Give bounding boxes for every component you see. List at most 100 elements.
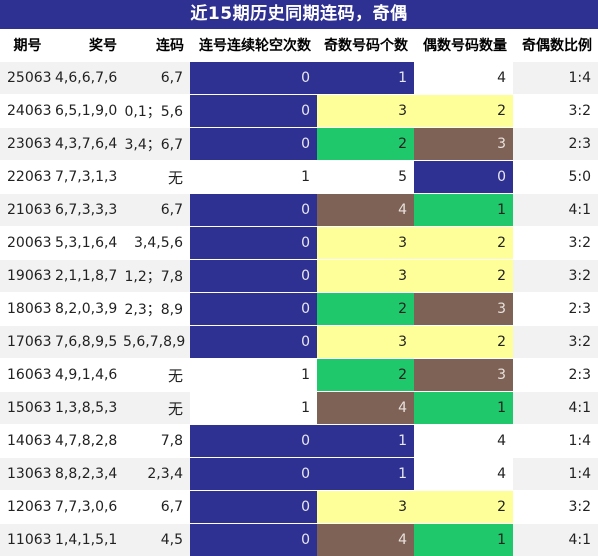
- cell-lianma: 无: [123, 161, 190, 194]
- cell-lianma: 4,5: [123, 524, 190, 556]
- cell-even-count: 2: [414, 260, 513, 293]
- cell-issue: 21063: [0, 194, 55, 227]
- cell-even-count: 1: [414, 392, 513, 425]
- cell-ratio: 1:4: [513, 62, 598, 95]
- cell-gap-count: 1: [190, 359, 317, 392]
- cell-lianma: 5,6,7,8,9: [123, 326, 190, 359]
- cell-lianma: 无: [123, 392, 190, 425]
- cell-odd-count: 4: [317, 524, 414, 556]
- header-lianma: 连码: [123, 29, 190, 62]
- cell-even-count: 4: [414, 62, 513, 95]
- cell-lianma: 0,1；5,6: [123, 95, 190, 128]
- cell-odd-count: 3: [317, 326, 414, 359]
- cell-even-count: 3: [414, 359, 513, 392]
- cell-odd-count: 4: [317, 392, 414, 425]
- cell-even-count: 4: [414, 425, 513, 458]
- cell-even-count: 2: [414, 95, 513, 128]
- cell-lianma: 6,7: [123, 194, 190, 227]
- cell-issue: 16063: [0, 359, 55, 392]
- cell-issue: 20063: [0, 227, 55, 260]
- cell-numbers: 7,6,8,9,5: [55, 326, 123, 359]
- cell-numbers: 2,1,1,8,7: [55, 260, 123, 293]
- cell-odd-count: 2: [317, 128, 414, 161]
- cell-gap-count: 0: [190, 458, 317, 491]
- cell-gap-count: 0: [190, 95, 317, 128]
- cell-issue: 17063: [0, 326, 55, 359]
- cell-odd-count: 4: [317, 194, 414, 227]
- cell-ratio: 4:1: [513, 524, 598, 556]
- cell-gap-count: 0: [190, 491, 317, 524]
- cell-odd-count: 5: [317, 161, 414, 194]
- cell-even-count: 1: [414, 194, 513, 227]
- cell-ratio: 1:4: [513, 425, 598, 458]
- cell-ratio: 2:3: [513, 293, 598, 326]
- cell-ratio: 3:2: [513, 260, 598, 293]
- cell-issue: 25063: [0, 62, 55, 95]
- cell-even-count: 2: [414, 491, 513, 524]
- cell-gap-count: 0: [190, 62, 317, 95]
- lottery-history-table-panel: 近15期历史同期连码，奇偶 期号 奖号 连码 连号连续轮空次数 奇数号码个数 偶…: [0, 0, 598, 541]
- cell-issue: 14063: [0, 425, 55, 458]
- cell-lianma: 6,7: [123, 491, 190, 524]
- cell-gap-count: 0: [190, 260, 317, 293]
- cell-ratio: 2:3: [513, 128, 598, 161]
- header-row: 期号 奖号 连码 连号连续轮空次数 奇数号码个数 偶数号码数量 奇偶数比例: [0, 29, 598, 62]
- cell-numbers: 5,3,1,6,4: [55, 227, 123, 260]
- cell-issue: 15063: [0, 392, 55, 425]
- cell-gap-count: 0: [190, 293, 317, 326]
- cell-gap-count: 0: [190, 425, 317, 458]
- cell-lianma: 无: [123, 359, 190, 392]
- header-even: 偶数号码数量: [414, 29, 513, 62]
- cell-numbers: 6,5,1,9,0: [55, 95, 123, 128]
- cell-lianma: 2,3；8,9: [123, 293, 190, 326]
- cell-gap-count: 1: [190, 392, 317, 425]
- cell-numbers: 4,7,8,2,8: [55, 425, 123, 458]
- cell-issue: 12063: [0, 491, 55, 524]
- cell-odd-count: 2: [317, 293, 414, 326]
- cell-numbers: 8,8,2,3,4: [55, 458, 123, 491]
- cell-odd-count: 3: [317, 260, 414, 293]
- header-gap: 连号连续轮空次数: [190, 29, 317, 62]
- cell-even-count: 0: [414, 161, 513, 194]
- cell-odd-count: 1: [317, 458, 414, 491]
- cell-lianma: 7,8: [123, 425, 190, 458]
- cell-even-count: 2: [414, 326, 513, 359]
- cell-numbers: 4,9,1,4,6: [55, 359, 123, 392]
- cell-numbers: 6,7,3,3,3: [55, 194, 123, 227]
- cell-gap-count: 0: [190, 227, 317, 260]
- cell-ratio: 5:0: [513, 161, 598, 194]
- cell-even-count: 2: [414, 227, 513, 260]
- cell-ratio: 3:2: [513, 491, 598, 524]
- header-numbers: 奖号: [55, 29, 123, 62]
- cell-even-count: 1: [414, 524, 513, 556]
- cell-odd-count: 3: [317, 491, 414, 524]
- header-issue: 期号: [0, 29, 55, 62]
- cell-numbers: 4,3,7,6,4: [55, 128, 123, 161]
- cell-odd-count: 3: [317, 95, 414, 128]
- cell-issue: 19063: [0, 260, 55, 293]
- cell-numbers: 7,7,3,0,6: [55, 491, 123, 524]
- cell-gap-count: 0: [190, 326, 317, 359]
- cell-ratio: 3:2: [513, 326, 598, 359]
- cell-ratio: 4:1: [513, 194, 598, 227]
- cell-gap-count: 0: [190, 524, 317, 556]
- cell-numbers: 4,6,6,7,6: [55, 62, 123, 95]
- cell-odd-count: 2: [317, 359, 414, 392]
- cell-even-count: 4: [414, 458, 513, 491]
- table-title: 近15期历史同期连码，奇偶: [0, 0, 598, 29]
- cell-gap-count: 0: [190, 194, 317, 227]
- cell-odd-count: 1: [317, 62, 414, 95]
